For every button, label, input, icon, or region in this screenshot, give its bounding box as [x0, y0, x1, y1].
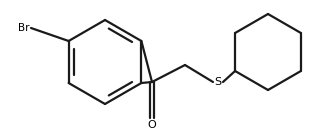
Text: S: S	[215, 77, 221, 87]
Text: O: O	[148, 120, 156, 130]
Text: Br: Br	[18, 23, 30, 33]
